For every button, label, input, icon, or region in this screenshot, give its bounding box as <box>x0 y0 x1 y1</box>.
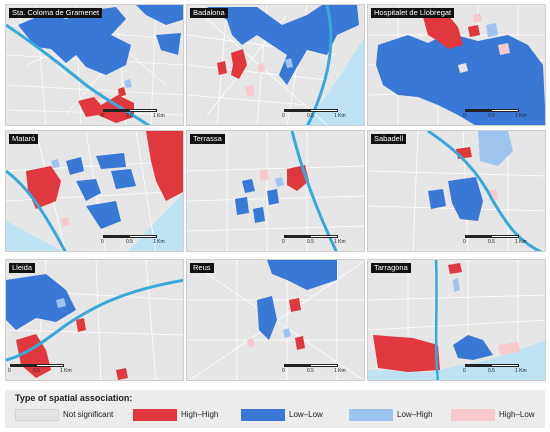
map-sabadell <box>368 131 545 251</box>
map-terrassa <box>187 131 364 251</box>
legend-label: High–High <box>181 410 219 419</box>
scale-bar: 0 0.5 1 Km <box>282 107 346 121</box>
scale-bar: 0 0.5 1 Km <box>463 233 527 247</box>
panel-title: Tarragona <box>371 263 411 273</box>
scale-label-mid: 0.5 <box>33 368 40 374</box>
map-lleida <box>6 260 183 380</box>
scale-label-end: 1 Km <box>515 113 527 119</box>
legend-label: High–Low <box>499 410 535 419</box>
scale-label-0: 0 <box>101 113 104 119</box>
legend-label: Not significant <box>63 410 114 419</box>
scale-label-0: 0 <box>282 113 285 119</box>
legend-swatch <box>15 409 59 421</box>
map-tarragona <box>368 260 545 380</box>
map-panel-reus: Reus 0 0.5 1 Km <box>186 259 365 381</box>
legend-swatch <box>349 409 393 421</box>
scale-label-end: 1 Km <box>153 239 165 245</box>
map-sta-coloma <box>6 5 183 125</box>
map-panel-terrassa: Terrassa 0 0.5 1 Km <box>186 130 365 252</box>
scale-label-end: 1 Km <box>60 368 72 374</box>
scale-label-0: 0 <box>463 368 466 374</box>
panel-title: Reus <box>190 263 214 273</box>
scale-label-end: 1 Km <box>334 368 346 374</box>
scale-bar: 0 0.5 1 Km <box>282 362 346 376</box>
panel-title: Lleida <box>9 263 36 273</box>
legend: Type of spatial association: Not signifi… <box>5 390 545 428</box>
scale-bar: 0 0.5 1 Km <box>101 233 165 247</box>
panel-title: Terrassa <box>190 134 225 144</box>
scale-label-mid: 0.5 <box>488 239 495 245</box>
scale-label-end: 1 Km <box>153 113 165 119</box>
scale-label-mid: 0.5 <box>488 113 495 119</box>
legend-swatch <box>451 409 495 421</box>
scale-label-end: 1 Km <box>515 239 527 245</box>
legend-label: Low–High <box>397 410 433 419</box>
scale-label-0: 0 <box>8 368 11 374</box>
scale-label-mid: 0.5 <box>126 239 133 245</box>
scale-label-end: 1 Km <box>334 113 346 119</box>
scale-bar: 0 0.5 1 Km <box>463 362 527 376</box>
panel-title: Hospitalet de Llobregat <box>371 8 455 18</box>
map-panel-tarragona: Tarragona 0 0.5 1 Km <box>367 259 546 381</box>
map-panel-sabadell: Sabadell 0 0.5 1 Km <box>367 130 546 252</box>
scale-label-mid: 0.5 <box>307 368 314 374</box>
legend-title: Type of spatial association: <box>15 393 133 403</box>
legend-swatch <box>241 409 285 421</box>
legend-label: Low–Low <box>289 410 323 419</box>
scale-label-end: 1 Km <box>334 239 346 245</box>
scale-label-0: 0 <box>463 239 466 245</box>
map-reus <box>187 260 364 380</box>
map-mataro <box>6 131 183 251</box>
map-panel-lleida: Lleida 0 0.5 1 Km <box>5 259 184 381</box>
scale-label-0: 0 <box>463 113 466 119</box>
map-panel-hospitalet: Hospitalet de Llobregat 0 0.5 1 Km <box>367 4 546 126</box>
scale-label-mid: 0.5 <box>307 239 314 245</box>
scale-bar: 0 0.5 1 Km <box>8 362 72 376</box>
scale-label-mid: 0.5 <box>126 113 133 119</box>
scale-label-end: 1 Km <box>515 368 527 374</box>
scale-label-0: 0 <box>282 239 285 245</box>
scale-bar: 0 0.5 1 Km <box>282 233 346 247</box>
scale-bar: 0 0.5 1 Km <box>101 107 165 121</box>
map-panel-mataro: Mataró 0 0.5 1 Km <box>5 130 184 252</box>
map-panel-badalona: Badalona 0 0.5 1 Km <box>186 4 365 126</box>
panel-title: Sta. Coloma de Gramenet <box>9 8 103 18</box>
scale-label-0: 0 <box>282 368 285 374</box>
legend-swatch <box>133 409 177 421</box>
map-badalona <box>187 5 364 125</box>
panel-title: Badalona <box>190 8 228 18</box>
scale-label-mid: 0.5 <box>488 368 495 374</box>
map-panel-sta-coloma: Sta. Coloma de Gramenet 0 0.5 1 Km <box>5 4 184 126</box>
scale-bar: 0 0.5 1 Km <box>463 107 527 121</box>
map-hospitalet <box>368 5 545 125</box>
panel-title: Mataró <box>9 134 39 144</box>
scale-label-mid: 0.5 <box>307 113 314 119</box>
panel-title: Sabadell <box>371 134 407 144</box>
scale-label-0: 0 <box>101 239 104 245</box>
